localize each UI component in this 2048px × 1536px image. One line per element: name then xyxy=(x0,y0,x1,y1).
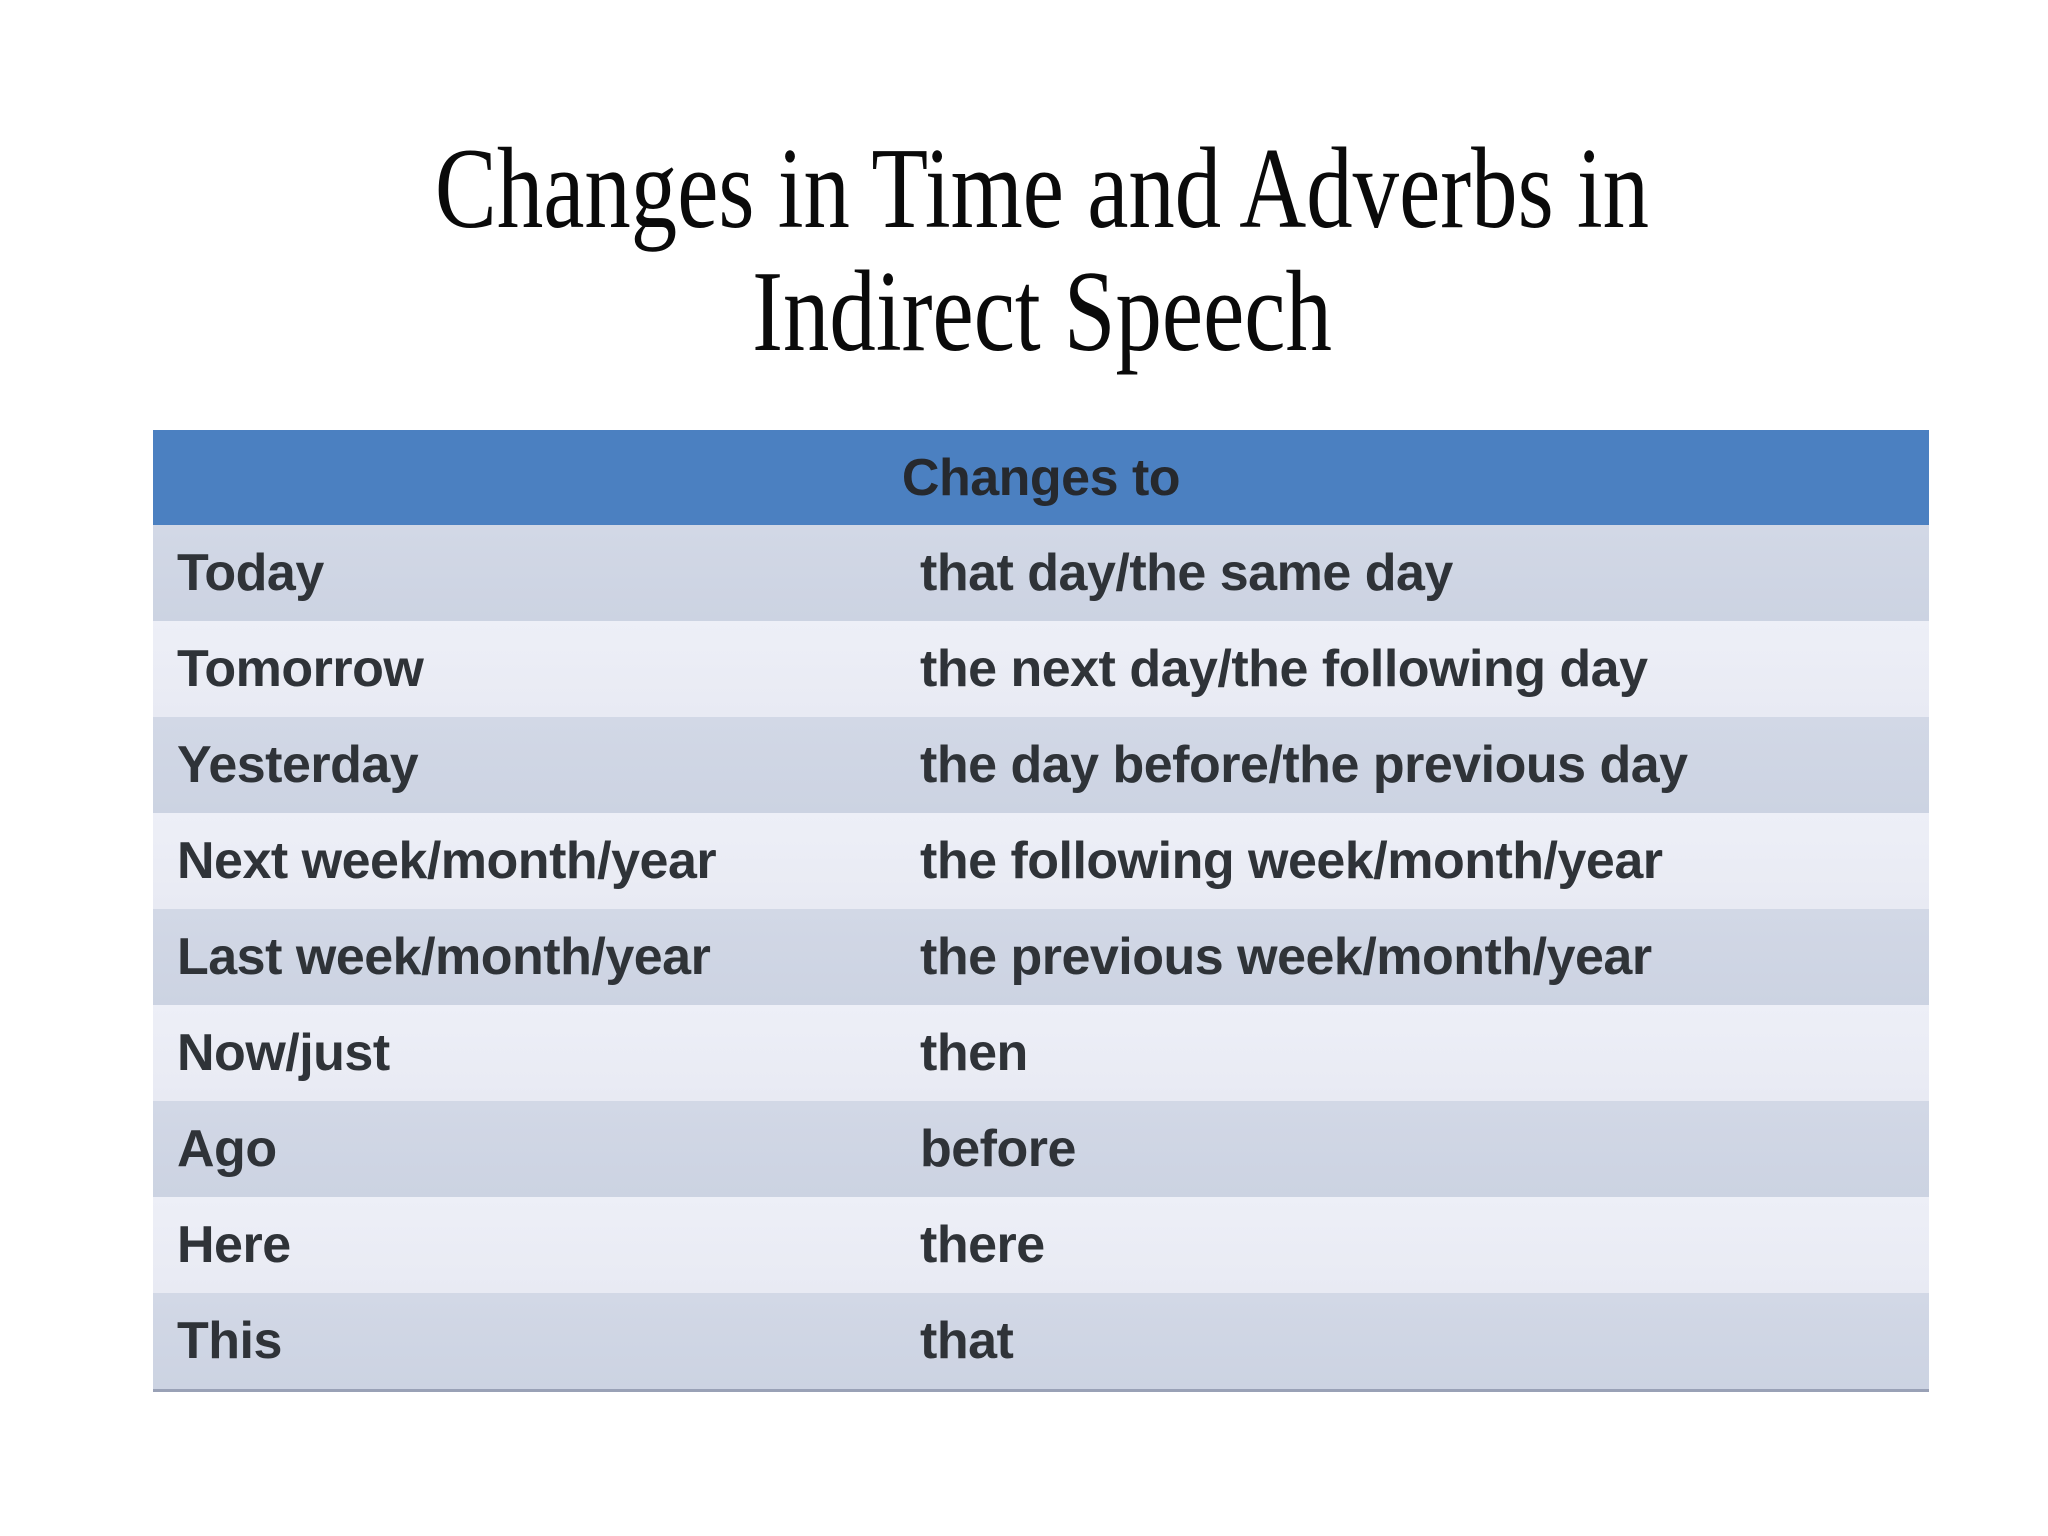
table-row: Next week/month/year the following week/m… xyxy=(153,813,1929,909)
table-row: Today that day/the same day xyxy=(153,525,1929,621)
table-row: Here there xyxy=(153,1197,1929,1293)
cell-term: Yesterday xyxy=(177,736,419,794)
table-row: Tomorrow the next day/the following day xyxy=(153,621,1929,717)
cell-changes-to: before xyxy=(920,1120,1076,1178)
table-row: Last week/month/year the previous week/mo… xyxy=(153,909,1929,1005)
slide-title: Changes in Time and Adverbs in Indirect … xyxy=(208,128,1875,374)
cell-changes-to: the day before/the previous day xyxy=(920,736,1688,794)
cell-changes-to: the following week/month/year xyxy=(920,832,1663,890)
cell-term: This xyxy=(177,1312,282,1370)
cell-changes-to: that xyxy=(920,1312,1014,1370)
table-header-label: Changes to xyxy=(901,448,1181,507)
table-row: Ago before xyxy=(153,1101,1929,1197)
cell-term: Tomorrow xyxy=(177,640,424,698)
slide-title-line1: Changes in Time and Adverbs in xyxy=(434,125,1650,253)
changes-table: Changes to Today that day/the same day Tom… xyxy=(153,430,1929,1392)
table-row: This that xyxy=(153,1293,1929,1392)
cell-changes-to: the previous week/month/year xyxy=(920,928,1652,986)
table-row: Now/just then xyxy=(153,1005,1929,1101)
cell-term: Here xyxy=(177,1216,291,1274)
slide-title-line2: Indirect Speech xyxy=(752,248,1332,376)
cell-changes-to: the next day/the following day xyxy=(920,640,1648,698)
cell-term: Last week/month/year xyxy=(177,928,711,986)
cell-changes-to: there xyxy=(920,1216,1045,1274)
cell-term: Today xyxy=(177,544,324,602)
table-row: Yesterday the day before/the previous day xyxy=(153,717,1929,813)
cell-term: Ago xyxy=(177,1120,277,1178)
cell-changes-to: then xyxy=(920,1024,1028,1082)
cell-changes-to: that day/the same day xyxy=(920,544,1453,602)
table-header-row: Changes to xyxy=(153,430,1929,525)
cell-term: Now/just xyxy=(177,1024,390,1082)
cell-term: Next week/month/year xyxy=(177,832,717,890)
table-body: Today that day/the same day Tomorrow the ne… xyxy=(153,525,1929,1392)
